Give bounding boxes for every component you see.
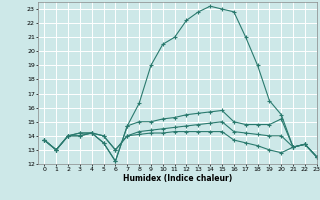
X-axis label: Humidex (Indice chaleur): Humidex (Indice chaleur) — [123, 174, 232, 183]
